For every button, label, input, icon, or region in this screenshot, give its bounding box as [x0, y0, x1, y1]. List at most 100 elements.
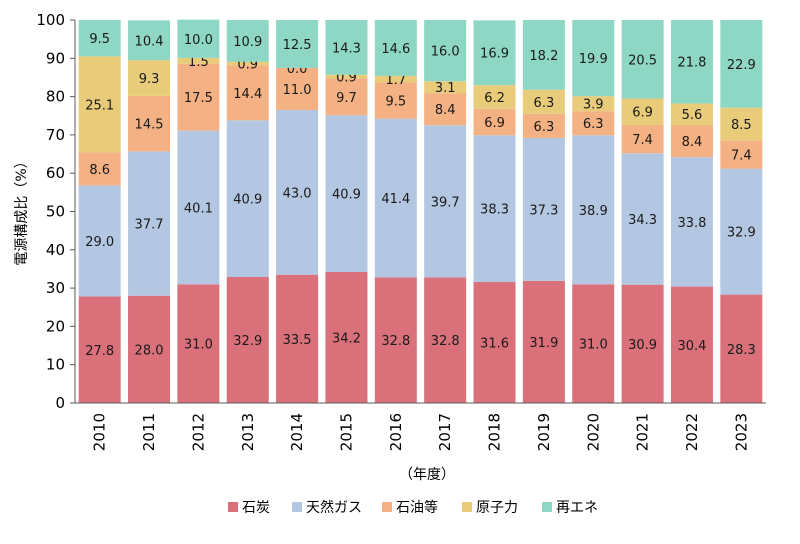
- data-label-2019-s1: 37.3: [529, 203, 558, 218]
- bar-segment-2010-s0: [78, 296, 121, 403]
- data-label-2019-s3: 6.3: [534, 96, 555, 111]
- bar-segment-2023-s3: [720, 107, 763, 141]
- y-tick-label-30: 30: [46, 279, 65, 297]
- data-label-2010-s4: 9.5: [89, 32, 110, 47]
- x-tick-label-2017: 2017: [436, 413, 454, 451]
- bar-segment-2018-s3: [473, 85, 516, 109]
- x-tick-label-2023: 2023: [732, 413, 750, 451]
- bar-segment-2017-s3: [424, 81, 467, 94]
- x-tick-label-2015: 2015: [337, 413, 355, 451]
- data-label-2013-s1: 40.9: [233, 193, 262, 208]
- data-label-2019-s0: 31.9: [529, 336, 558, 351]
- data-label-2023-s2: 7.4: [731, 148, 752, 163]
- data-label-2014-s1: 43.0: [283, 186, 312, 201]
- y-tick-label-50: 50: [46, 203, 65, 221]
- data-label-2019-s2: 6.3: [534, 120, 555, 135]
- x-tick-label-2019: 2019: [535, 413, 553, 451]
- bar-segment-2014-s1: [276, 110, 319, 275]
- legend-label-s1: 天然ガス: [306, 499, 362, 516]
- x-tick-label-2013: 2013: [239, 413, 257, 451]
- bar-segment-2015-s3: [325, 74, 368, 79]
- bar-segment-2021-s4: [621, 20, 664, 99]
- bar-segment-2012-s3: [177, 57, 220, 64]
- bar-segment-2019-s4: [522, 20, 565, 90]
- x-axis: 2010 2011 2012 2013 2014 2015 2016 2017 2018 2019…: [75, 402, 766, 451]
- x-tick-label-2022: 2022: [683, 413, 701, 451]
- data-label-2015-s0: 34.2: [332, 332, 361, 347]
- bar-segment-2023-s2: [720, 140, 763, 169]
- bar-segment-2016-s2: [374, 82, 417, 119]
- data-label-2010-s0: 27.8: [85, 344, 114, 359]
- data-label-2012-s1: 40.1: [184, 201, 213, 216]
- x-tick-label-2016: 2016: [387, 413, 405, 451]
- data-label-2011-s1: 37.7: [135, 218, 164, 233]
- data-label-2017-s4: 16.0: [431, 45, 460, 60]
- bars-group: 27.8 29.0 8.6 25.1 9.5 28.0 37.7 14.5 9.3 10.4 31.…: [78, 19, 763, 403]
- data-label-2022-s3: 5.6: [682, 108, 703, 123]
- data-label-2014-s0: 33.5: [283, 333, 312, 348]
- bar-segment-2017-s0: [424, 277, 467, 403]
- bar-segment-2019-s0: [522, 280, 565, 403]
- y-tick-label-40: 40: [46, 241, 65, 259]
- bar-segment-2012-s2: [177, 63, 220, 131]
- legend: 石炭 天然ガス 石油等 原子力 再エネ: [228, 499, 598, 516]
- bar-segment-2014-s2: [276, 67, 319, 111]
- data-label-2015-s2: 9.7: [336, 91, 357, 106]
- bar-segment-2019-s3: [522, 89, 565, 114]
- data-label-2018-s0: 31.6: [480, 336, 509, 351]
- bar-segment-2021-s1: [621, 153, 664, 285]
- bar-segment-2016-s1: [374, 118, 417, 278]
- y-tick-label-80: 80: [46, 88, 65, 106]
- bar-segment-2019-s2: [522, 113, 565, 138]
- bar-segment-2010-s3: [78, 56, 121, 153]
- data-label-2017-s2: 8.4: [435, 103, 456, 118]
- bar-segment-2016-s4: [374, 20, 417, 76]
- data-label-2013-s2: 14.4: [233, 87, 262, 102]
- data-label-2012-s0: 31.0: [184, 338, 213, 353]
- x-tick-label-2010: 2010: [91, 413, 109, 451]
- x-tick-label-2011: 2011: [140, 413, 158, 451]
- data-label-2011-s4: 10.4: [135, 34, 164, 49]
- bar-segment-2012-s4: [177, 19, 220, 58]
- bar-segment-2018-s2: [473, 108, 516, 136]
- bar-segment-2019-s1: [522, 137, 565, 281]
- bar-segment-2017-s4: [424, 20, 467, 82]
- bar-segment-2013-s1: [226, 120, 269, 277]
- legend-label-s2: 石油等: [396, 499, 438, 516]
- y-tick-label-100: 100: [36, 11, 65, 29]
- data-label-2011-s3: 9.3: [139, 72, 160, 87]
- data-label-2011-s0: 28.0: [135, 343, 164, 358]
- bar-segment-2020-s0: [572, 284, 615, 403]
- data-label-2013-s0: 32.9: [233, 334, 262, 349]
- data-label-2023-s3: 8.5: [731, 118, 752, 133]
- bar-segment-2012-s1: [177, 130, 220, 285]
- data-label-2017-s1: 39.7: [431, 195, 460, 210]
- bar-segment-2010-s1: [78, 185, 121, 297]
- bar-segment-2021-s2: [621, 124, 664, 154]
- data-label-2010-s3: 25.1: [85, 98, 114, 113]
- data-label-2015-s4: 14.3: [332, 41, 361, 56]
- x-tick-label-2012: 2012: [189, 413, 207, 451]
- bar-segment-2021-s3: [621, 98, 664, 125]
- data-label-2011-s2: 14.5: [135, 118, 164, 133]
- data-label-2013-s4: 10.9: [233, 35, 262, 50]
- bar-segment-2015-s1: [325, 115, 368, 273]
- data-label-2015-s1: 40.9: [332, 188, 361, 203]
- bar-segment-2012-s0: [177, 284, 220, 403]
- data-label-2012-s2: 17.5: [184, 91, 213, 106]
- bar-segment-2015-s2: [325, 78, 368, 116]
- legend-swatch-s3: [462, 502, 472, 512]
- bar-segment-2022-s0: [670, 286, 713, 403]
- bar-segment-2014-s0: [276, 274, 319, 403]
- bar-segment-2013-s0: [226, 276, 269, 403]
- x-tick-label-2018: 2018: [486, 413, 504, 451]
- y-tick-label-90: 90: [46, 49, 65, 67]
- legend-swatch-s0: [228, 502, 238, 512]
- data-label-2018-s3: 6.2: [484, 91, 505, 106]
- bar-segment-2011-s2: [128, 95, 171, 152]
- data-label-2014-s2: 11.0: [283, 83, 312, 98]
- data-label-2021-s3: 6.9: [632, 106, 653, 121]
- data-label-2018-s4: 16.9: [480, 47, 509, 62]
- bar-segment-2010-s2: [78, 152, 121, 186]
